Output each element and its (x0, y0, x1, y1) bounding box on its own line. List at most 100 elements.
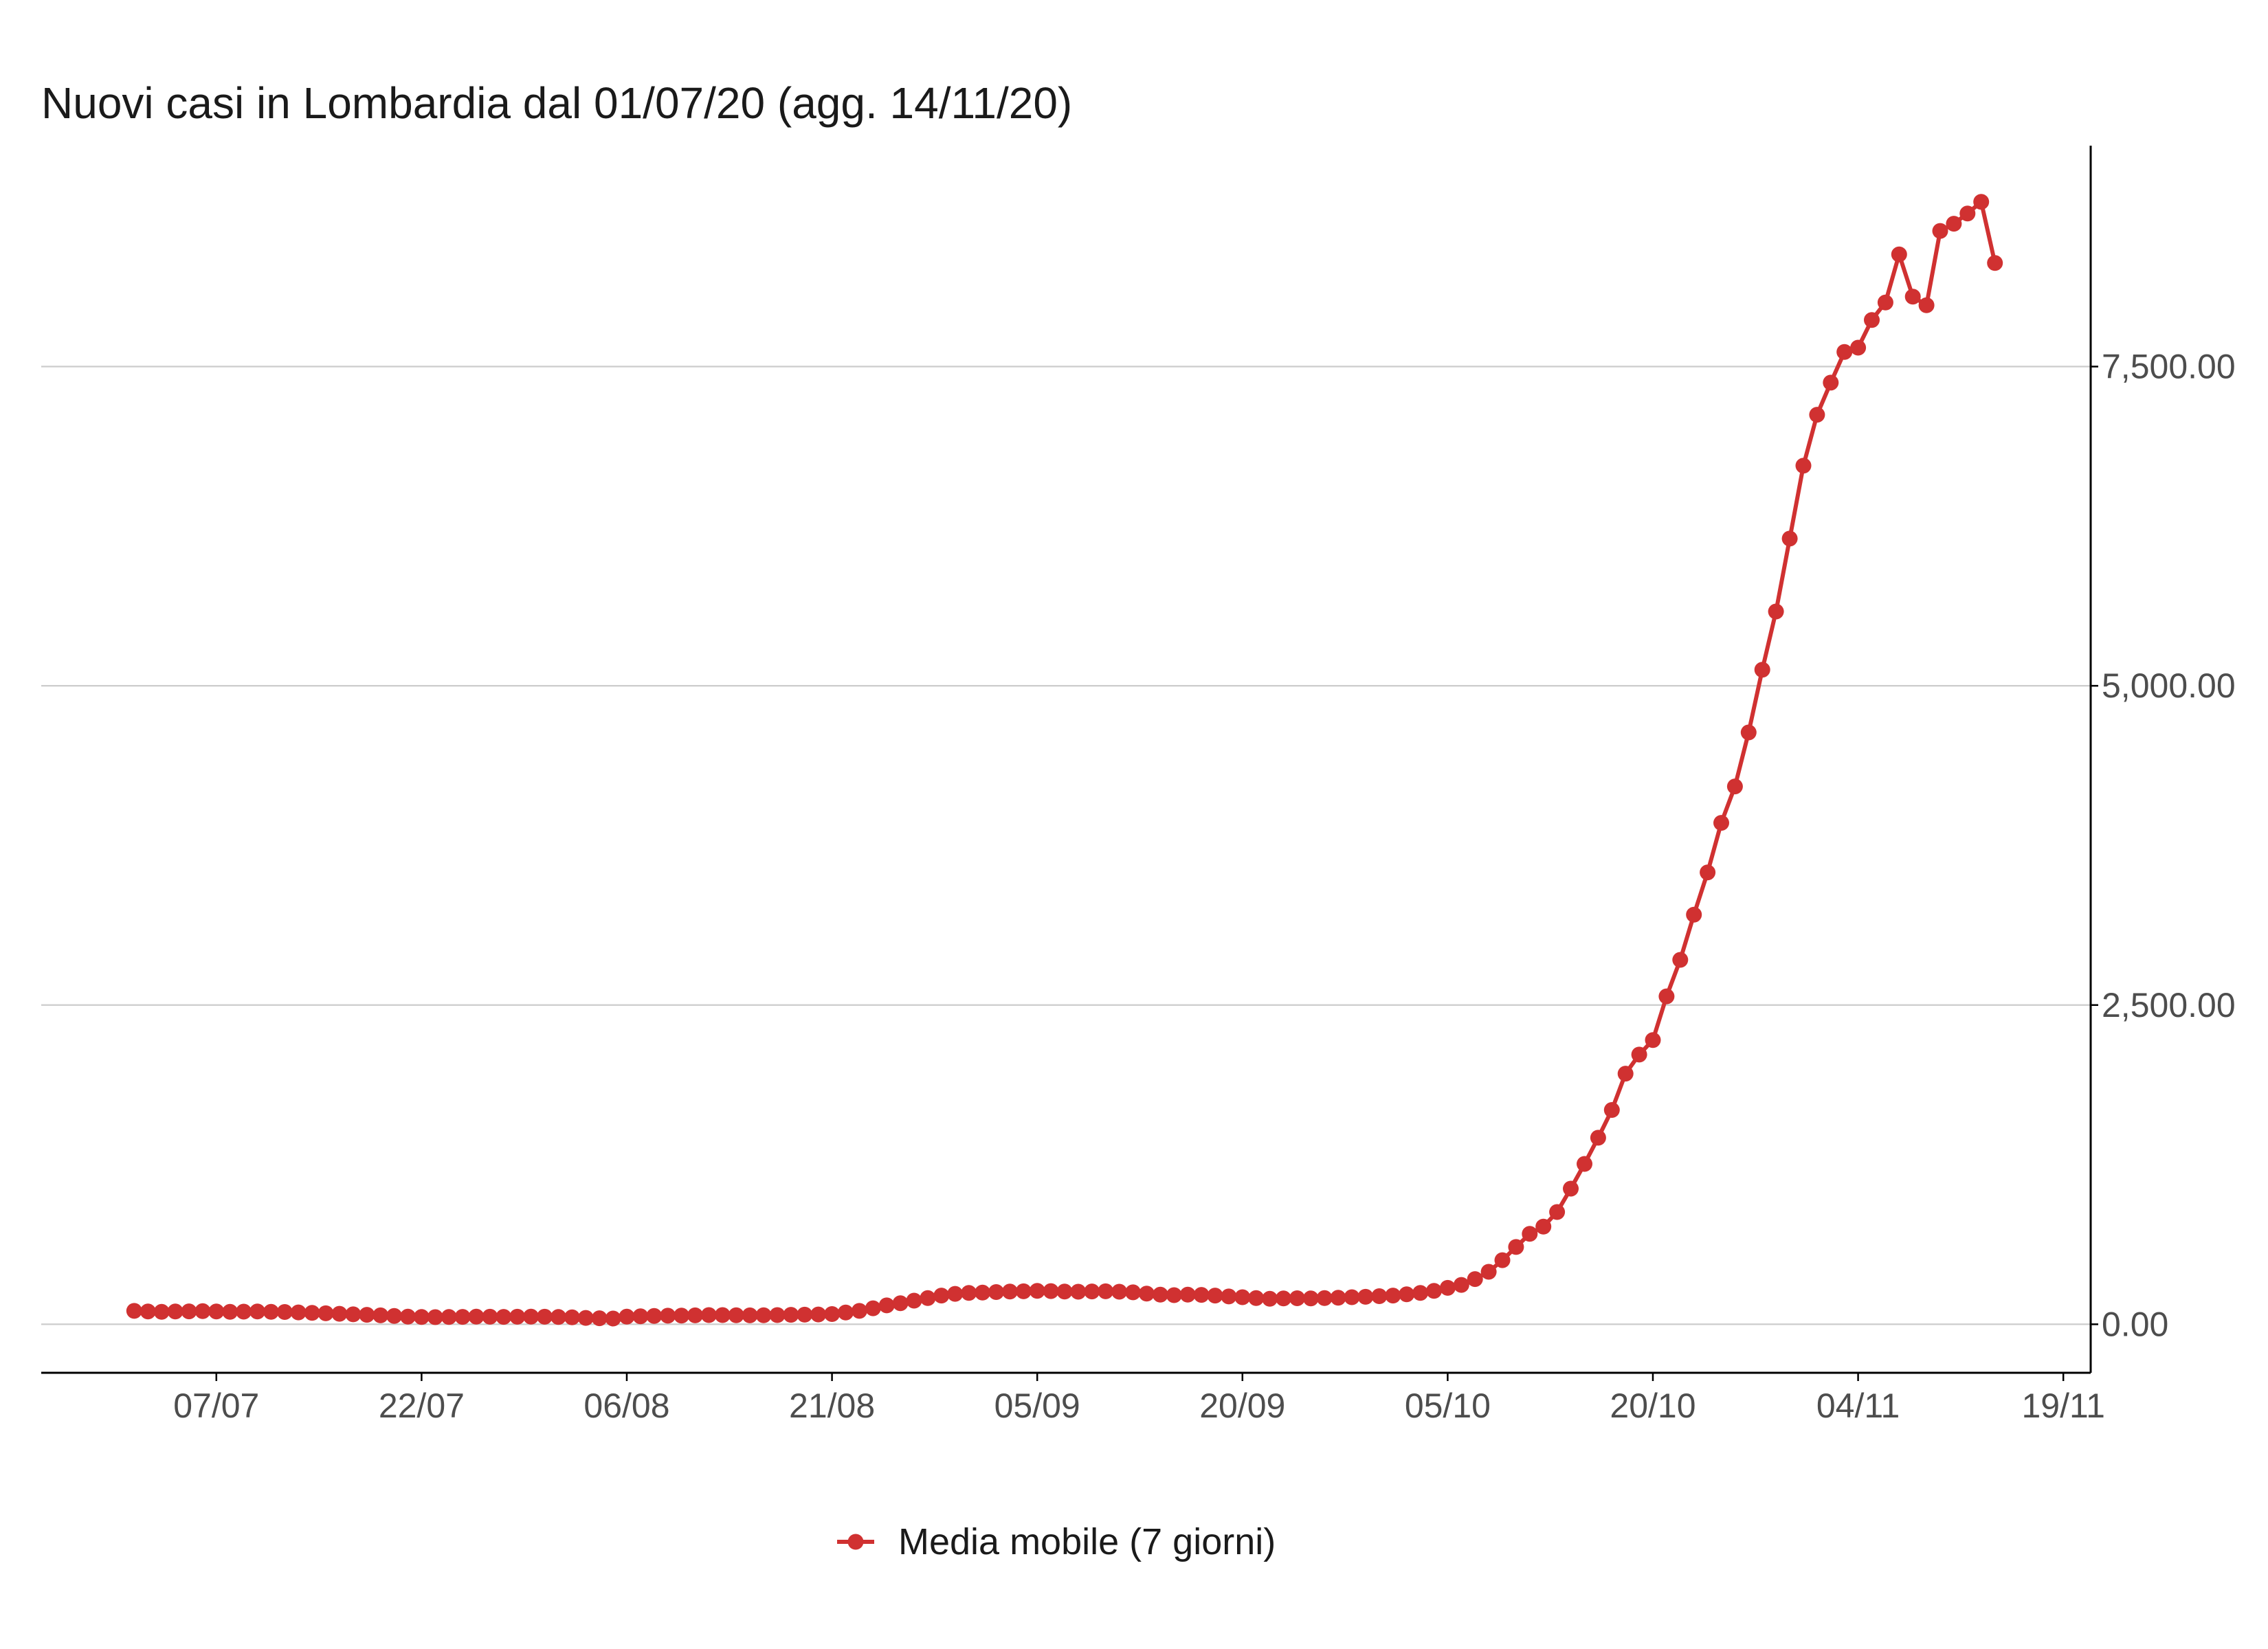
data-point (1084, 1283, 1100, 1300)
data-point (194, 1303, 211, 1319)
data-point (441, 1309, 457, 1325)
data-point (1371, 1288, 1388, 1304)
x-tick-label: 22/07 (379, 1387, 465, 1425)
data-point (878, 1297, 895, 1314)
y-axis-ticks: 0.00 2,500.00 5,000.00 7,500.00 (2091, 348, 2236, 1343)
data-point (1070, 1283, 1087, 1300)
x-tick-label: 05/09 (994, 1387, 1080, 1425)
data-point (1686, 906, 1702, 923)
data-point (619, 1308, 635, 1325)
data-point (988, 1284, 1004, 1300)
data-point (454, 1309, 471, 1325)
data-point (1426, 1283, 1442, 1299)
data-point (1645, 1032, 1661, 1048)
data-point (646, 1308, 663, 1324)
data-point (468, 1308, 485, 1325)
data-point (1316, 1290, 1333, 1306)
data-point (851, 1303, 867, 1319)
data-point (276, 1304, 293, 1320)
data-point (933, 1288, 950, 1304)
data-point (1001, 1283, 1018, 1300)
data-point (1056, 1283, 1073, 1300)
data-point (1399, 1286, 1415, 1303)
data-point (153, 1303, 170, 1320)
data-point (427, 1309, 443, 1325)
data-point (674, 1308, 690, 1324)
data-point (810, 1306, 827, 1323)
data-point (797, 1306, 813, 1323)
data-point (318, 1305, 334, 1321)
data-point (1344, 1289, 1360, 1305)
data-point (920, 1290, 936, 1306)
data-point (126, 1303, 142, 1319)
y-tick-label: 0.00 (2102, 1305, 2168, 1343)
data-point (1234, 1289, 1251, 1305)
data-point (769, 1307, 786, 1323)
data-point (140, 1303, 156, 1320)
data-point (1043, 1283, 1059, 1299)
x-tick-label: 20/10 (1610, 1387, 1696, 1425)
data-point (714, 1307, 731, 1323)
data-point (865, 1300, 881, 1316)
data-point (1535, 1218, 1552, 1235)
data-point (1946, 216, 1962, 232)
y-tick-label: 5,000.00 (2102, 666, 2236, 705)
data-point (359, 1307, 375, 1323)
data-point (1809, 407, 1825, 423)
data-point (1836, 344, 1853, 360)
legend-label: Media mobile (7 giorni) (898, 1521, 1276, 1562)
data-point (1726, 778, 1743, 795)
data-point (1302, 1290, 1319, 1307)
data-point (1330, 1290, 1346, 1306)
data-point (906, 1292, 922, 1309)
axes (41, 146, 2092, 1374)
data-point (1125, 1284, 1141, 1301)
data-point (249, 1303, 265, 1320)
data-point (1385, 1288, 1401, 1304)
data-point (167, 1303, 184, 1320)
data-point (1276, 1290, 1291, 1307)
data-point (373, 1307, 389, 1323)
data-point (1357, 1288, 1374, 1305)
data-point (591, 1310, 608, 1327)
data-point (1111, 1283, 1128, 1300)
data-point (975, 1284, 991, 1301)
data-point (1221, 1288, 1237, 1305)
data-point (1672, 952, 1689, 968)
data-point (1508, 1239, 1524, 1255)
data-point (1262, 1290, 1278, 1307)
x-tick-label: 04/11 (1816, 1387, 1900, 1425)
x-tick-label: 06/08 (583, 1387, 669, 1425)
data-point (1658, 988, 1675, 1005)
x-tick-label: 20/09 (1199, 1387, 1285, 1425)
data-point (755, 1307, 772, 1323)
data-point (1795, 458, 1812, 474)
data-point (1617, 1066, 1634, 1082)
data-point (1138, 1286, 1155, 1302)
data-point (1918, 297, 1935, 313)
data-point (263, 1303, 279, 1320)
data-point (687, 1307, 703, 1323)
data-point (1412, 1285, 1429, 1301)
data-point (728, 1307, 744, 1323)
data-point (1754, 662, 1770, 678)
data-point (1987, 255, 2003, 271)
data-point (824, 1306, 841, 1322)
data-point (290, 1304, 307, 1321)
data-point (537, 1308, 553, 1325)
data-point (1603, 1102, 1620, 1118)
data-point (496, 1309, 512, 1325)
data-point (482, 1308, 498, 1325)
data-point (632, 1308, 649, 1325)
data-point (1480, 1264, 1497, 1280)
series-media-mobile (126, 194, 2003, 1327)
data-point (1891, 246, 1907, 262)
data-point (1904, 289, 1921, 305)
data-point (1549, 1204, 1566, 1220)
x-tick-label: 05/10 (1405, 1387, 1491, 1425)
data-point (551, 1309, 566, 1325)
data-point (1494, 1252, 1511, 1268)
data-point (700, 1307, 717, 1323)
data-point (1740, 724, 1757, 741)
